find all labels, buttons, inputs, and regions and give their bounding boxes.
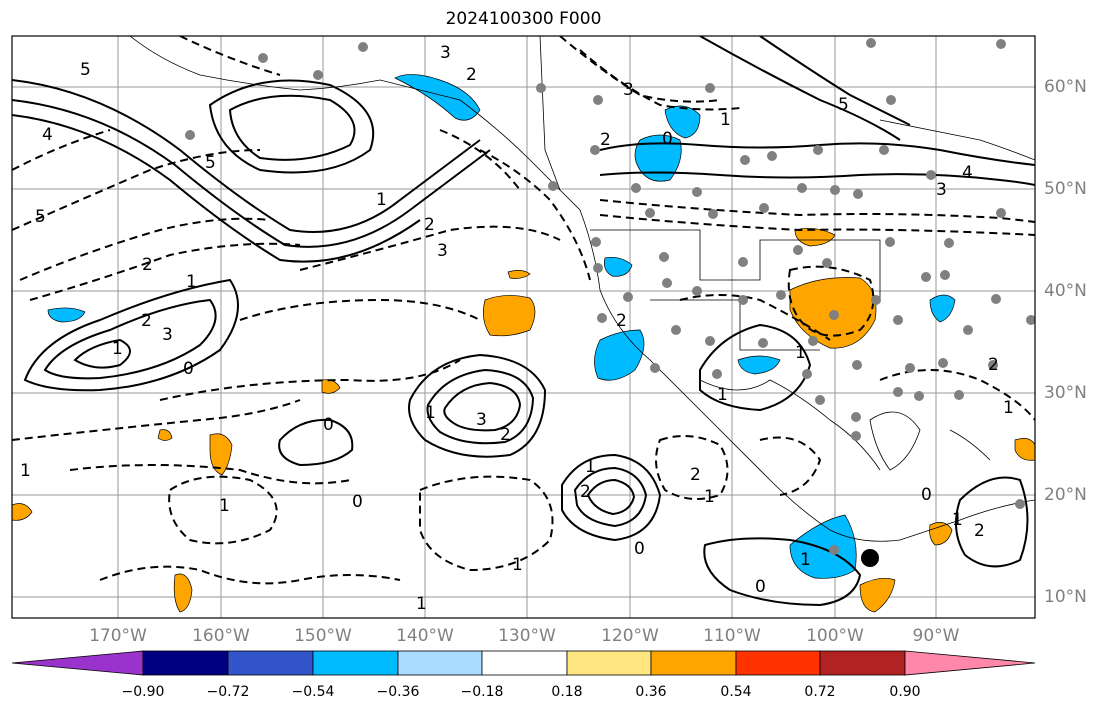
contour-label: 1	[952, 510, 963, 530]
colorbar-extend-high	[904, 650, 1036, 676]
contour-label: 0	[662, 129, 673, 149]
contour-label-group: 3 2 5 4 5 1 2 3 5 2 1 3 2 1 0 1 2 3 0 1 …	[20, 43, 1014, 614]
colorbar-tick-label: −0.54	[291, 684, 335, 700]
contour-label: 0	[323, 415, 334, 435]
colorbar-segment	[142, 650, 229, 676]
contour-label: 1	[795, 343, 806, 363]
contour-label: 1	[800, 550, 811, 570]
colorbar	[11, 650, 1036, 676]
colorbar-tick-label: 0.18	[551, 684, 583, 700]
contour-label: 5	[205, 153, 216, 173]
contour-label: 1	[1003, 398, 1014, 418]
contour-label: 0	[352, 492, 363, 512]
colorbar-segment	[227, 650, 314, 676]
contour-label: 1	[219, 496, 230, 516]
colorbar-segment	[397, 650, 483, 676]
lat-label: 40°N	[1044, 281, 1087, 301]
contour-label: 3	[936, 180, 947, 200]
colorbar-segment	[481, 650, 568, 676]
colorbar-segment	[650, 650, 737, 676]
contours-negative	[12, 36, 1035, 585]
contour-label: 1	[704, 487, 715, 507]
coastlines	[129, 36, 1035, 542]
colorbar-tick-label: −0.18	[460, 684, 504, 700]
contour-label: 1	[20, 461, 31, 481]
colorbar-segment	[566, 650, 652, 676]
contour-label: 0	[634, 539, 645, 559]
lat-label: 10°N	[1044, 587, 1087, 607]
contour-label: 0	[755, 577, 766, 597]
contour-label: 2	[424, 215, 435, 235]
colorbar-tick-label: −0.36	[376, 684, 420, 700]
lon-label: 170°W	[89, 626, 147, 646]
contours-positive	[12, 36, 1035, 607]
lat-label: 20°N	[1044, 485, 1087, 505]
colorbar-tick-label: 0.90	[889, 684, 921, 700]
contour-label: 3	[476, 410, 487, 430]
contour-label: 1	[717, 385, 728, 405]
map-frame	[11, 35, 1036, 619]
colorbar-tick-label: 0.72	[804, 684, 836, 700]
lon-label: 150°W	[294, 626, 352, 646]
lon-label: 110°W	[703, 626, 761, 646]
contour-label: 2	[580, 482, 591, 502]
contour-label: 5	[80, 60, 91, 80]
contour-label: 2	[616, 311, 627, 331]
contour-label: 1	[112, 339, 123, 359]
contour-label: 2	[141, 311, 152, 331]
contour-label: 3	[437, 241, 448, 261]
contour-label: 3	[440, 43, 451, 63]
colorbar-tick-label: 0.36	[635, 684, 667, 700]
colorbar-tick-label: 0.54	[720, 684, 752, 700]
colorbar-tick-label: −0.72	[206, 684, 250, 700]
contour-label: 1	[512, 555, 523, 575]
contour-label: 2	[142, 255, 153, 275]
lon-label: 160°W	[192, 626, 250, 646]
colorbar-extend-low	[11, 650, 144, 676]
lat-label: 50°N	[1044, 179, 1087, 199]
lon-label: 130°W	[498, 626, 556, 646]
lon-label: 90°W	[912, 626, 960, 646]
map-title: 2024100300 F000	[445, 9, 602, 29]
highlight-station-marker	[861, 549, 879, 567]
lon-label: 120°W	[601, 626, 659, 646]
contour-label: 1	[376, 190, 387, 210]
colorbar-segment	[312, 650, 399, 676]
colorbar-segment	[819, 650, 906, 676]
contour-label: 4	[42, 125, 53, 145]
contour-label: 3	[162, 325, 173, 345]
contour-label: 1	[585, 457, 596, 477]
contour-label: 4	[962, 163, 973, 183]
contour-label: 0	[183, 359, 194, 379]
lat-label: 60°N	[1044, 77, 1087, 97]
contour-label: 5	[838, 95, 849, 115]
contour-label: 1	[186, 272, 197, 292]
lon-label: 140°W	[396, 626, 454, 646]
lat-label: 30°N	[1044, 383, 1087, 403]
contour-label: 5	[35, 207, 46, 227]
contour-label: 0	[921, 485, 932, 505]
colorbar-segment	[735, 650, 821, 676]
contour-label: 2	[466, 65, 477, 85]
contour-label: 2	[500, 425, 511, 445]
station-markers	[185, 38, 1035, 555]
contour-label: 2	[988, 355, 999, 375]
contour-label: 1	[425, 403, 436, 423]
lon-label: 100°W	[806, 626, 864, 646]
contour-label: 2	[974, 521, 985, 541]
contour-label: 1	[416, 594, 427, 614]
contour-label: 1	[720, 110, 731, 130]
colorbar-tick-label: −0.90	[121, 684, 165, 700]
contour-label: 2	[690, 465, 701, 485]
contour-label: 3	[623, 80, 634, 100]
contour-label: 2	[600, 130, 611, 150]
